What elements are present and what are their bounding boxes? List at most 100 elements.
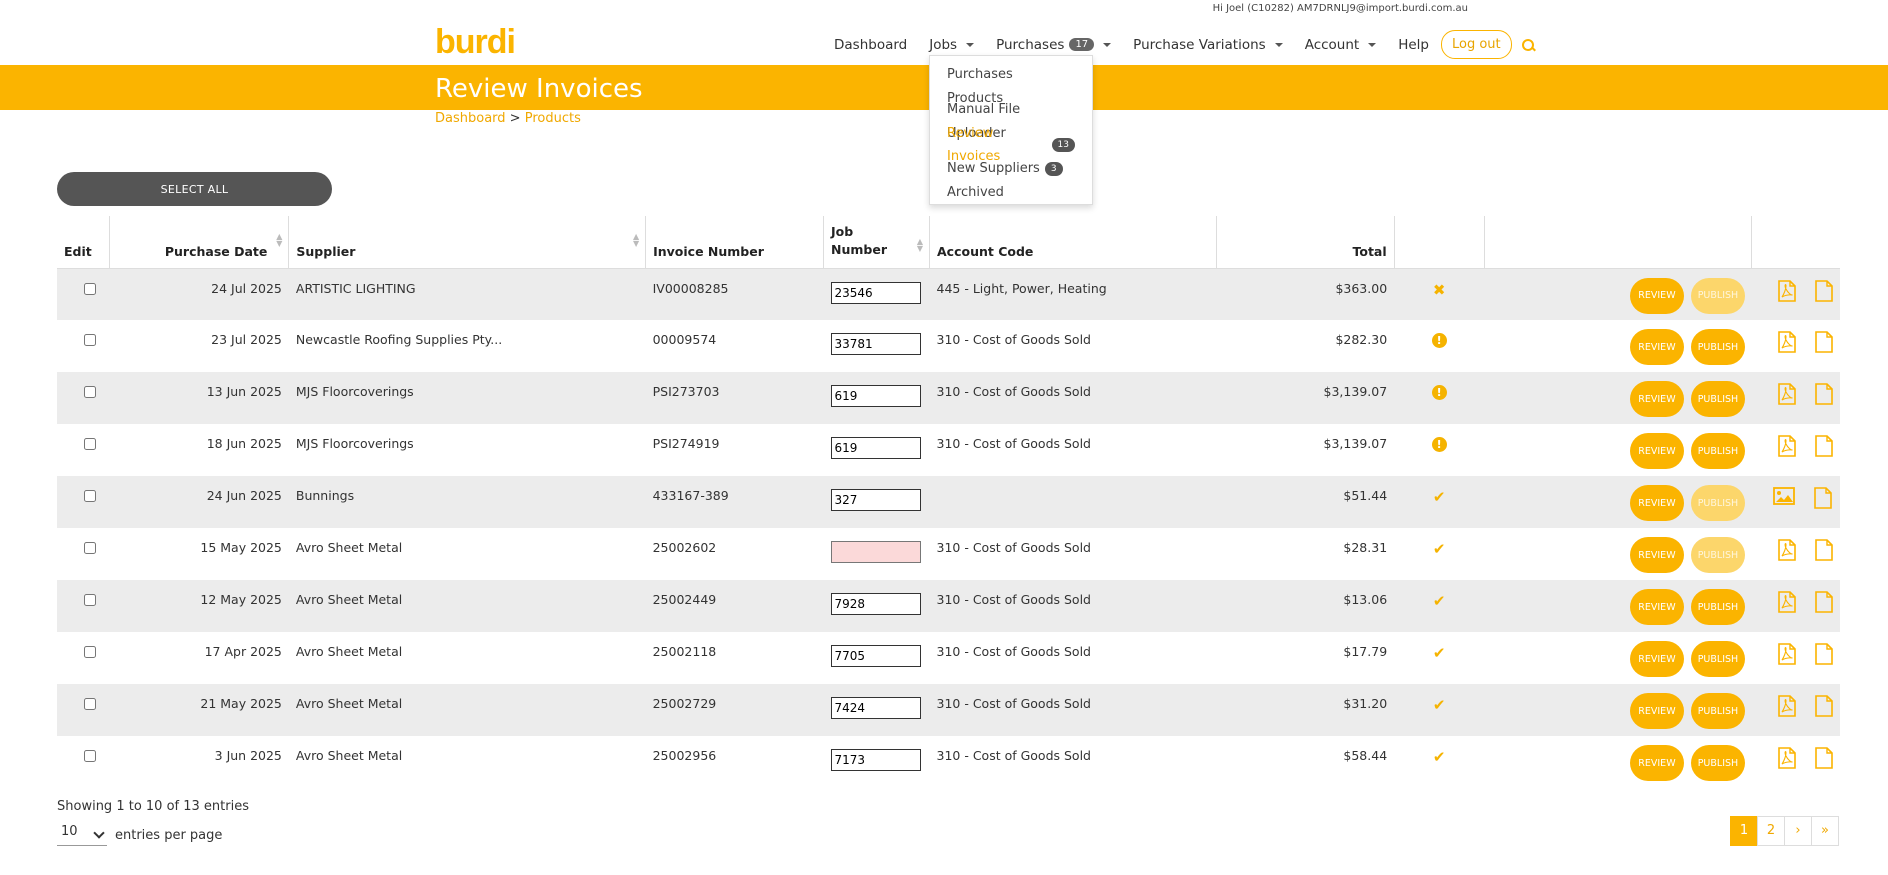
row-edit-checkbox[interactable] — [84, 386, 96, 398]
nav-help[interactable]: Help — [1398, 37, 1429, 53]
review-button[interactable]: REVIEW — [1629, 589, 1684, 625]
job-number-input[interactable] — [830, 281, 921, 304]
dropdown-item-archived[interactable]: Archived — [930, 181, 1092, 205]
dropdown-item-purchases[interactable]: Purchases — [930, 63, 1092, 87]
next-page-button[interactable]: › — [1784, 816, 1812, 846]
review-button[interactable]: REVIEW — [1629, 745, 1684, 781]
job-number-input[interactable] — [830, 645, 921, 667]
breadcrumb-products[interactable]: Products — [524, 111, 581, 126]
row-edit-checkbox[interactable] — [84, 750, 96, 762]
review-button[interactable]: REVIEW — [1629, 433, 1684, 469]
approved-check-icon: ✔ — [1432, 644, 1446, 662]
page-2-button[interactable]: 2 — [1757, 816, 1785, 846]
actions-cell: REVIEW PUBLISH — [1484, 320, 1752, 372]
job-number-input[interactable] — [830, 437, 921, 459]
pdf-file-icon[interactable] — [1778, 383, 1796, 405]
page-1-button[interactable]: 1 — [1730, 816, 1758, 846]
supplier-cell: Avro Sheet Metal — [288, 528, 646, 580]
publish-button[interactable]: PUBLISH — [1690, 433, 1745, 469]
publish-button[interactable]: PUBLISH — [1690, 537, 1745, 573]
select-all-button[interactable]: SELECT ALL — [57, 172, 332, 206]
job-number-input[interactable] — [830, 697, 921, 719]
logout-button[interactable]: Log out — [1441, 30, 1512, 59]
publish-button[interactable]: PUBLISH — [1690, 277, 1745, 314]
publish-button[interactable]: PUBLISH — [1690, 329, 1745, 365]
dropdown-item-manual-file-uploader[interactable]: Manual File Uploader — [930, 102, 1092, 141]
entries-info: Showing 1 to 10 of 13 entries — [57, 799, 249, 814]
job-number-input[interactable] — [830, 333, 921, 355]
image-file-icon[interactable] — [1773, 487, 1795, 509]
document-icon[interactable] — [1815, 747, 1833, 769]
edit-cell — [57, 632, 110, 684]
per-page-select[interactable]: 10 — [57, 824, 107, 846]
pdf-file-icon[interactable] — [1778, 539, 1796, 561]
caret-down-icon — [1103, 42, 1112, 47]
dropdown-item-new-suppliers[interactable]: New Suppliers 3 — [930, 157, 1092, 181]
pdf-file-icon[interactable] — [1778, 747, 1796, 769]
document-icon[interactable] — [1815, 591, 1833, 613]
breadcrumb: Dashboard > Products — [435, 111, 581, 126]
job-number-input[interactable] — [830, 385, 921, 407]
review-button[interactable]: REVIEW — [1629, 381, 1684, 417]
row-edit-checkbox[interactable] — [84, 594, 96, 606]
supplier-cell: Avro Sheet Metal — [288, 632, 646, 684]
document-icon[interactable] — [1814, 487, 1832, 509]
files-cell — [1751, 268, 1840, 320]
dropdown-item-review-invoices[interactable]: Review Invoices 13 — [930, 126, 1092, 164]
job-number-input[interactable] — [830, 749, 921, 771]
review-button[interactable]: REVIEW — [1629, 277, 1684, 314]
status-cell: ! — [1394, 372, 1485, 424]
pdf-file-icon[interactable] — [1778, 331, 1796, 353]
header-supplier[interactable]: Supplier ▲ ▼ — [288, 216, 647, 269]
status-cell: ✔ — [1394, 528, 1485, 580]
pdf-file-icon[interactable] — [1778, 695, 1796, 717]
dropdown-item-products[interactable]: Products — [930, 87, 1092, 111]
actions-cell: REVIEW PUBLISH — [1484, 372, 1752, 424]
pdf-file-icon[interactable] — [1778, 279, 1796, 302]
publish-button[interactable]: PUBLISH — [1690, 589, 1745, 625]
document-icon[interactable] — [1815, 695, 1833, 717]
row-edit-checkbox[interactable] — [84, 334, 96, 346]
review-button[interactable]: REVIEW — [1629, 693, 1684, 729]
job-number-input[interactable] — [830, 489, 921, 511]
pdf-file-icon[interactable] — [1778, 435, 1796, 457]
publish-button[interactable]: PUBLISH — [1690, 381, 1745, 417]
row-edit-checkbox[interactable] — [84, 282, 96, 295]
burdi-logo[interactable]: burdi — [435, 23, 516, 61]
row-edit-checkbox[interactable] — [84, 490, 96, 502]
row-edit-checkbox[interactable] — [84, 698, 96, 710]
nav-purchases[interactable]: Purchases 17 — [996, 37, 1112, 53]
row-edit-checkbox[interactable] — [84, 438, 96, 450]
pdf-file-icon[interactable] — [1778, 591, 1796, 613]
status-cell: ✔ — [1394, 684, 1485, 736]
row-edit-checkbox[interactable] — [84, 646, 96, 658]
publish-button[interactable]: PUBLISH — [1690, 641, 1745, 677]
last-page-button[interactable]: » — [1811, 816, 1839, 846]
search-icon[interactable] — [1521, 38, 1536, 53]
nav-dashboard[interactable]: Dashboard — [834, 37, 907, 53]
job-number-input[interactable] — [830, 593, 921, 615]
document-icon[interactable] — [1815, 539, 1833, 561]
review-button[interactable]: REVIEW — [1629, 641, 1684, 677]
header-job-number[interactable]: Job Number ▲ ▼ — [823, 216, 930, 269]
row-edit-checkbox[interactable] — [84, 542, 96, 554]
job-number-input[interactable] — [830, 541, 921, 563]
review-button[interactable]: REVIEW — [1629, 329, 1684, 365]
document-icon[interactable] — [1815, 435, 1833, 457]
nav-jobs[interactable]: Jobs — [929, 37, 975, 53]
publish-button[interactable]: PUBLISH — [1690, 485, 1745, 521]
header-purchase-date[interactable]: Purchase Date ▲ ▼ — [109, 216, 290, 269]
nav-account[interactable]: Account — [1305, 37, 1377, 53]
document-icon[interactable] — [1815, 279, 1833, 302]
review-button[interactable]: REVIEW — [1629, 537, 1684, 573]
pdf-file-icon[interactable] — [1778, 643, 1796, 665]
document-icon[interactable] — [1815, 383, 1833, 405]
review-button[interactable]: REVIEW — [1629, 485, 1684, 521]
document-icon[interactable] — [1815, 331, 1833, 353]
publish-button[interactable]: PUBLISH — [1690, 693, 1745, 729]
publish-button[interactable]: PUBLISH — [1690, 745, 1745, 781]
breadcrumb-dashboard[interactable]: Dashboard — [435, 111, 506, 126]
document-icon[interactable] — [1815, 643, 1833, 665]
nav-purchase-variations[interactable]: Purchase Variations — [1133, 37, 1283, 53]
